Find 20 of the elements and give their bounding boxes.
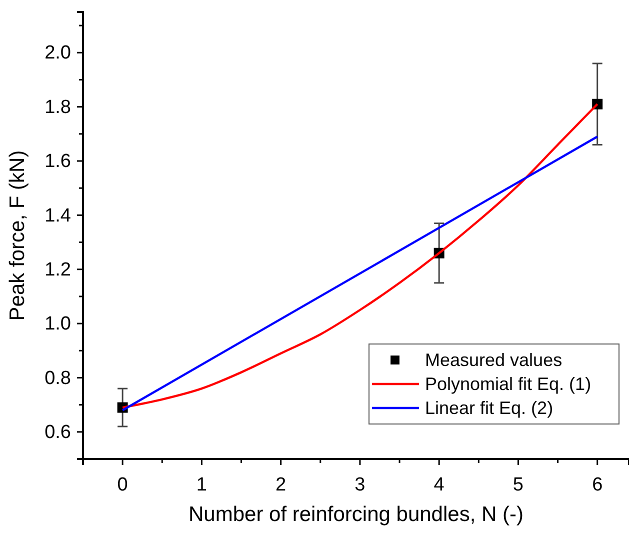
x-tick-label: 0 [117,474,128,496]
y-tick-label: 1.6 [44,151,71,172]
y-tick-label: 1.0 [44,314,71,335]
y-tick-label: 1.4 [44,205,72,226]
x-tick-label: 3 [354,474,366,496]
x-tick-label: 5 [512,474,524,496]
y-tick-label: 1.8 [44,96,71,118]
y-axis-title: Peak force, F (kN) [6,150,29,321]
x-tick-label: 4 [434,474,445,496]
legend-label: Measured values [425,350,562,370]
y-tick-label: 1.2 [44,259,71,280]
y-tick-label: 2.0 [44,42,71,64]
x-axis-title: Number of reinforcing bundles, N (-) [188,503,524,526]
legend-label: Polynomial fit Eq. (1) [425,374,592,394]
y-tick-label: 0.6 [44,422,71,443]
x-tick-label: 1 [196,474,207,496]
x-tick-label: 2 [276,474,286,496]
x-tick-label: 6 [592,474,603,496]
y-tick-label: 0.8 [44,368,71,389]
legend-label: Linear fit Eq. (2) [425,398,554,418]
